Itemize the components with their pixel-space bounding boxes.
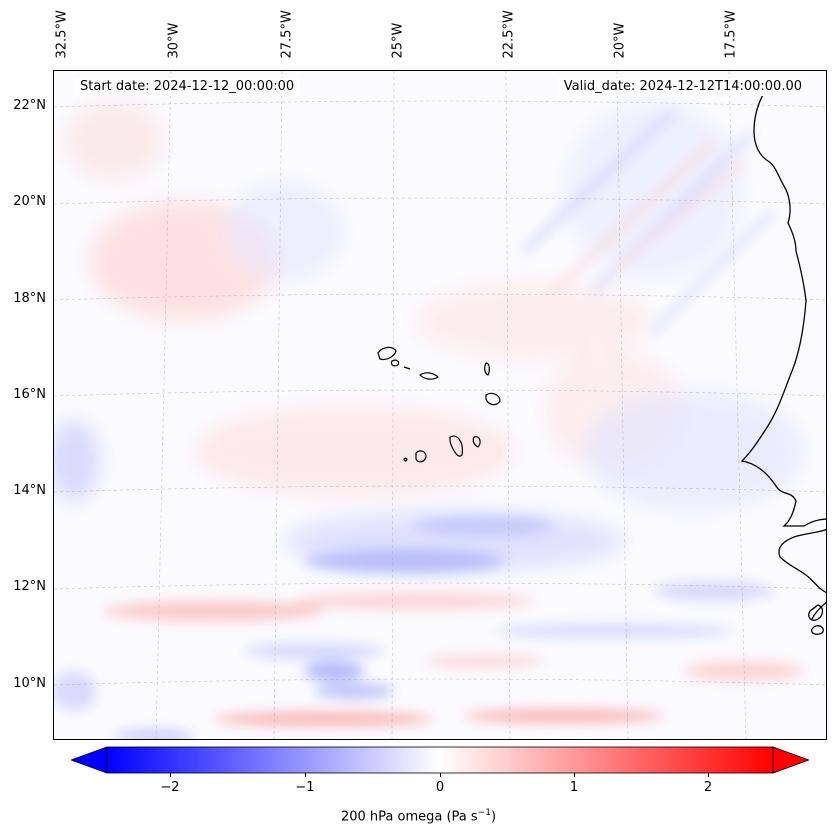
lon-label-25w: 25°W <box>390 22 406 59</box>
colorbar-low-extend <box>71 746 108 774</box>
lat-label-10n: 10°N <box>13 676 46 691</box>
negative-omega-band <box>54 671 96 711</box>
colorbar-tick-label: 2 <box>703 780 713 795</box>
lat-label-14n: 14°N <box>13 483 46 498</box>
positive-omega-band <box>424 654 544 668</box>
positive-omega-band <box>464 709 664 723</box>
lat-label-16n: 16°N <box>13 387 46 402</box>
negative-omega-band <box>304 549 504 573</box>
negative-omega-band <box>414 516 554 536</box>
colorbar-gradient <box>106 746 774 774</box>
island-sal <box>484 362 490 376</box>
parallel-18n <box>54 293 826 301</box>
colorbar-label-text: 200 hPa omega (Pa s <box>340 809 478 825</box>
colorbar-tickmark <box>574 773 575 777</box>
negative-omega-band <box>114 729 194 739</box>
negative-omega-band <box>654 581 774 601</box>
island-sao-vicente <box>390 359 400 367</box>
coastlines <box>740 80 826 635</box>
negative-omega-band <box>304 661 364 681</box>
parallel-12n <box>54 582 826 590</box>
island-santo-antao <box>377 346 397 361</box>
positive-omega-patch <box>64 101 164 181</box>
africa-coastline-south <box>778 529 826 593</box>
negative-omega-band <box>494 623 734 639</box>
lon-label-27-5w: 27.5°W <box>279 10 295 59</box>
omega-field-svg <box>54 71 826 739</box>
positive-omega-streak <box>611 158 747 274</box>
positive-omega-patch <box>414 281 654 361</box>
parallel-20n <box>54 197 826 205</box>
colorbar-tick-label: 1 <box>569 780 579 795</box>
colorbar-high-extend <box>772 746 809 774</box>
africa-coastline <box>740 80 826 527</box>
gridlines <box>54 71 826 739</box>
colorbar-tick-label: −2 <box>160 780 180 795</box>
colorbar-tick-label: 0 <box>435 780 445 795</box>
meridian-22-5w <box>505 71 511 739</box>
colorbar <box>71 746 809 774</box>
positive-omega-band <box>214 712 434 726</box>
colorbar-tickmark <box>708 773 709 777</box>
positive-omega-band <box>104 601 324 621</box>
guinea-coast <box>811 601 826 620</box>
island-santa-luzia <box>403 366 411 370</box>
negative-omega-patch <box>54 421 99 501</box>
lat-label-12n: 12°N <box>13 579 46 594</box>
meridian-27-5w <box>273 71 283 739</box>
omega-field <box>54 101 804 739</box>
lon-label-32-5w: 32.5°W <box>54 10 70 59</box>
positive-omega-band <box>294 592 534 610</box>
positive-omega-streak <box>551 138 717 294</box>
positive-omega-patch <box>194 406 514 496</box>
lat-label-18n: 18°N <box>13 291 46 306</box>
lon-label-22-5w: 22.5°W <box>501 10 517 59</box>
cape-verde-islands <box>377 346 501 463</box>
colorbar-tick-label: −1 <box>295 780 315 795</box>
island-fogo <box>415 450 427 463</box>
negative-omega-streak <box>520 107 678 255</box>
colorbar-label: 200 hPa omega (Pa s−1) <box>0 808 837 824</box>
colorbar-label-exponent: −1 <box>477 808 491 818</box>
negative-omega-patch <box>224 181 344 281</box>
lon-label-20w: 20°W <box>612 22 628 59</box>
meridian-25w <box>391 71 395 739</box>
meridian-17-5w <box>728 71 747 739</box>
negative-omega-band <box>244 643 384 659</box>
lat-label-20n: 20°N <box>13 194 46 209</box>
negative-omega-streak <box>651 208 777 334</box>
island-santiago <box>449 435 463 457</box>
map-panel: Start date: 2024-12-12_00:00:00 Valid_da… <box>53 70 827 740</box>
parallel-16n <box>54 389 826 397</box>
lat-label-22n: 22°N <box>13 98 46 113</box>
negative-omega-patch <box>584 391 804 511</box>
meridian-30w <box>155 71 172 739</box>
lon-label-17-5w: 17.5°W <box>723 10 739 59</box>
start-date-label: Start date: 2024-12-12_00:00:00 <box>74 78 301 96</box>
colorbar-label-close: ) <box>490 809 497 825</box>
parallel-14n <box>54 485 826 493</box>
parallel-10n <box>54 678 826 686</box>
island-brava <box>403 457 408 462</box>
island-boa-vista <box>485 392 501 406</box>
lon-label-30w: 30°W <box>166 22 182 59</box>
meridian-20w <box>616 71 629 739</box>
island-sao-nicolau <box>419 372 439 380</box>
negative-omega-band <box>314 683 394 699</box>
parallel-22n <box>54 100 826 108</box>
island-maio <box>472 436 481 448</box>
bijagos-islands <box>808 604 824 635</box>
colorbar-tickmark <box>170 773 171 777</box>
valid-date-label: Valid_date: 2024-12-12T14:00:00.00 <box>557 78 808 96</box>
colorbar-tickmark <box>305 773 306 777</box>
colorbar-tickmark <box>440 773 441 777</box>
